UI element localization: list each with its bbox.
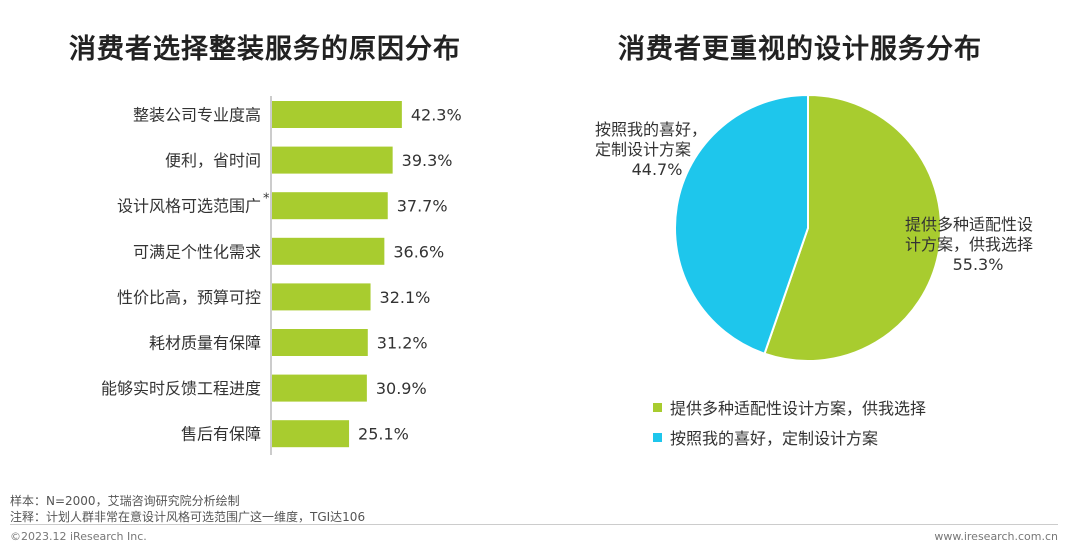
category-label: 耗材质量有保障: [149, 334, 261, 353]
pie-slice-label: 计方案，供我选择: [905, 235, 1033, 254]
value-label: 32.1%: [380, 288, 431, 307]
pie-slice-label: 按照我的喜好，: [595, 120, 707, 139]
pie-slice: [674, 93, 809, 355]
category-label: 便利，省时间: [165, 151, 261, 170]
legend-label: 提供多种适配性设计方案，供我选择: [670, 399, 927, 418]
category-label: 整装公司专业度高: [133, 106, 261, 125]
value-label: 39.3%: [402, 151, 453, 170]
value-label: 30.9%: [376, 379, 427, 398]
pie-slice-label: 定制设计方案: [595, 140, 691, 159]
footnote-mark: *: [263, 192, 270, 207]
category-label: 设计风格可选范围广: [117, 197, 261, 216]
category-label: 性价比高，预算可控: [117, 288, 261, 307]
pie-slice-label: 提供多种适配性设: [905, 215, 1033, 234]
bar-chart-title: 消费者选择整装服务的原因分布: [69, 34, 461, 65]
category-label: 可满足个性化需求: [133, 242, 261, 261]
legend-label: 按照我的喜好，定制设计方案: [670, 429, 879, 448]
bar: [272, 146, 393, 174]
legend-item-adaptive-plans: 提供多种适配性设计方案，供我选择: [653, 395, 926, 419]
category-label: 售后有保障: [181, 425, 261, 444]
legend-swatch-green: [653, 402, 662, 412]
sample-note: 样本：N=2000，艾瑞咨询研究院分析绘制: [10, 494, 240, 508]
value-label: 31.2%: [377, 334, 428, 353]
value-label: 37.7%: [397, 197, 448, 216]
pie-value-label: 55.3%: [953, 255, 1004, 274]
value-label: 25.1%: [358, 425, 409, 444]
legend-item-custom-plans: 按照我的喜好，定制设计方案: [653, 425, 878, 449]
bar: [272, 192, 388, 220]
value-label: 42.3%: [411, 106, 462, 125]
remark-note: 注释：计划人群非常在意设计风格可选范围广这一维度，TGI达106: [10, 510, 366, 524]
bar-chart: 整装公司专业度高 42.3% 便利，省时间 39.3% 设计风格可选范围广 * 37.7% 可…: [101, 96, 462, 455]
bar: [272, 420, 350, 448]
bar: [272, 283, 371, 311]
bar: [272, 237, 385, 265]
bar: [272, 329, 368, 356]
website-link[interactable]: www.iresearch.com.cn: [934, 530, 1058, 543]
footer-divider: [10, 524, 1058, 525]
pie-value-label: 44.7%: [632, 160, 683, 179]
copyright: ©2023.12 iResearch Inc.: [10, 530, 147, 543]
value-label: 36.6%: [393, 242, 444, 261]
pie-chart-title: 消费者更重视的设计服务分布: [618, 34, 982, 65]
category-label: 能够实时反馈工程进度: [101, 379, 261, 398]
bar: [272, 101, 402, 128]
bar: [272, 374, 367, 402]
legend-swatch-blue: [653, 432, 662, 442]
